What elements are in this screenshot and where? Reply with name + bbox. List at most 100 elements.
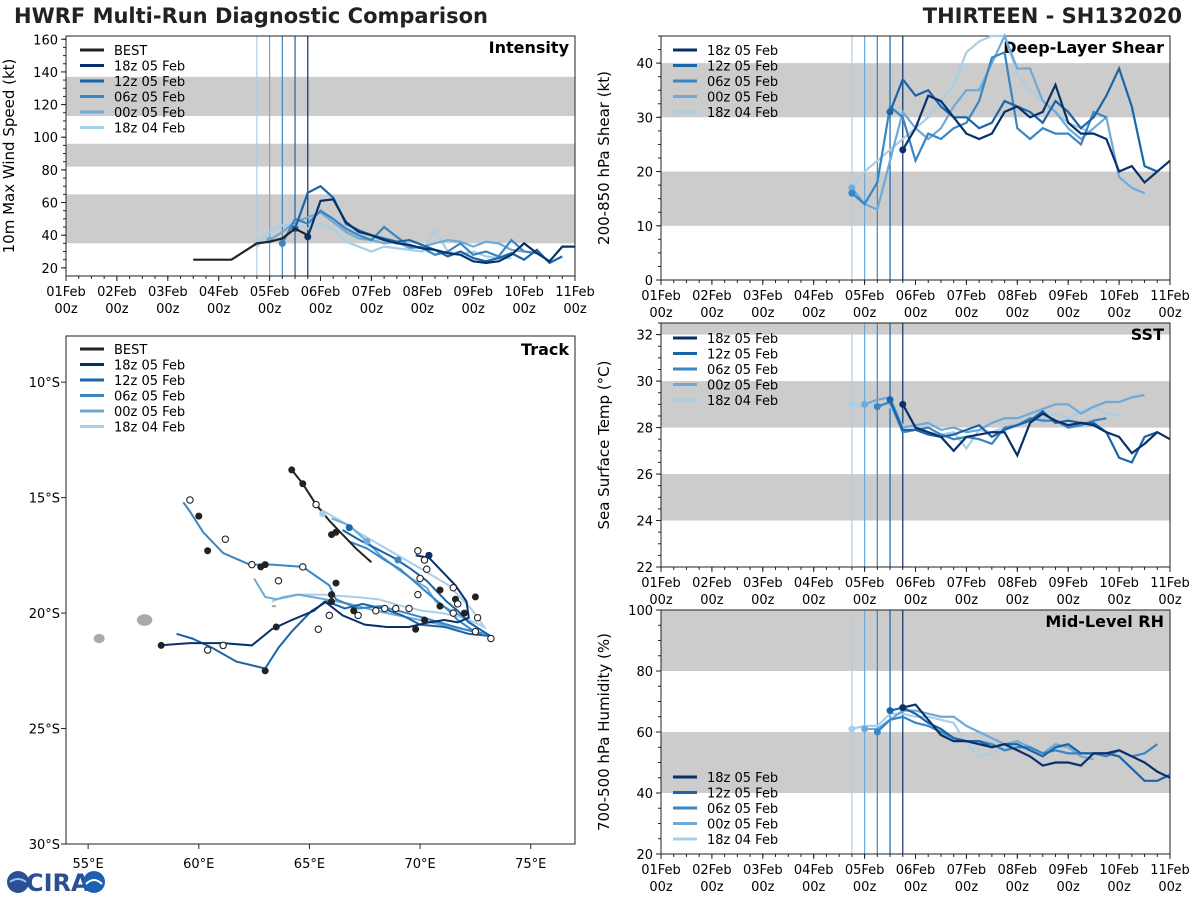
track-xtick-label: 70°E (404, 857, 435, 872)
rh-ytick-label: 80 (636, 665, 653, 680)
shear-ytick-label: 10 (636, 220, 653, 235)
intensity-legend-label: BEST (114, 44, 147, 59)
intensity-xtick-label: 08Feb (403, 285, 443, 300)
rh-xtick-hour: 00z (853, 880, 877, 895)
intensity-xtick-label: 06Feb (301, 285, 341, 300)
sst-xtick-label: 07Feb (947, 576, 987, 591)
track-marker-12z (453, 600, 462, 608)
intensity-xtick-hour: 00z (411, 302, 435, 317)
shear-xtick-label: 08Feb (998, 289, 1038, 304)
sst-xtick-hour: 00z (853, 593, 877, 608)
rh-ytick-label: 40 (636, 787, 653, 802)
shear-title: Deep-Layer Shear (1003, 38, 1164, 57)
rh-panel: 20 40 60 80 100 01Feb 00z 02Feb 00z 03Feb 00z 04Feb… (595, 604, 1190, 895)
sst-init-point (848, 400, 856, 408)
shear-xtick-label: 03Feb (743, 289, 783, 304)
rh-xtick-hour: 00z (1006, 880, 1030, 895)
rh-xtick-hour: 00z (802, 880, 826, 895)
track-marker-12z (422, 565, 431, 573)
track-xtick-label: 65°E (294, 857, 325, 872)
track-marker-12z (274, 577, 283, 585)
sst-legend-label: 12z 05 Feb (707, 348, 778, 363)
intensity-band (66, 143, 575, 167)
shear-init-point (886, 108, 894, 116)
shear-init-point (848, 184, 856, 192)
intensity-series-line (306, 198, 575, 265)
sst-xtick-label: 08Feb (998, 576, 1038, 591)
shear-legend-label: 12z 05 Feb (707, 60, 778, 75)
sst-ytick-label: 28 (636, 422, 653, 437)
track-marker-00z (328, 591, 336, 599)
track-marker-12z (449, 583, 458, 592)
shear-band (661, 171, 1170, 226)
intensity-xtick-hour: 00z (309, 302, 333, 317)
track-init-marker (394, 556, 402, 564)
intensity-ytick-label: 60 (41, 197, 58, 212)
intensity-ytick-label: 80 (41, 164, 58, 179)
track-marker-12z (449, 609, 458, 617)
rh-legend-label: 06z 05 Feb (707, 802, 778, 817)
shear-xtick-label: 07Feb (947, 289, 987, 304)
track-marker-00z (436, 602, 444, 610)
cira-logo: CIRA (7, 869, 105, 897)
intensity-title: Intensity (489, 38, 570, 57)
track-legend-label: 12z 05 Feb (114, 374, 185, 389)
shear-xtick-label: 09Feb (1048, 289, 1088, 304)
track-island (136, 614, 153, 626)
intensity-legend-label: 18z 04 Feb (114, 122, 185, 137)
shear-xtick-hour: 00z (853, 306, 877, 321)
sst-series-line (901, 403, 1171, 459)
intensity-xtick-hour: 00z (156, 302, 180, 317)
shear-ytick-label: 20 (636, 166, 653, 181)
shear-legend-label: 00z 05 Feb (707, 91, 778, 106)
intensity-ylabel: 10m Max Wind Speed (kt) (0, 59, 18, 254)
sst-legend-label: 18z 05 Feb (707, 332, 778, 347)
track-marker-12z (325, 611, 334, 620)
rh-init-point (899, 704, 907, 712)
sst-xtick-label: 03Feb (743, 576, 783, 591)
rh-legend-label: 18z 04 Feb (707, 833, 778, 848)
rh-ylabel: 700-500 hPa Humidity (%) (595, 633, 613, 831)
intensity-xtick-hour: 00z (207, 302, 231, 317)
rh-init-point (848, 725, 856, 733)
rh-legend-label: 18z 05 Feb (707, 771, 778, 786)
shear-xtick-label: 02Feb (692, 289, 732, 304)
track-legend-label: BEST (114, 343, 147, 358)
sst-xtick-hour: 00z (649, 593, 673, 608)
sst-ytick-label: 22 (636, 561, 653, 576)
track-marker-12z (414, 590, 422, 599)
rh-xtick-label: 03Feb (743, 863, 783, 878)
sst-xtick-hour: 00z (700, 593, 724, 608)
rh-band (661, 610, 1170, 671)
intensity-xtick-hour: 00z (360, 302, 384, 317)
intensity-xtick-hour: 00z (462, 302, 486, 317)
track-island (93, 633, 105, 644)
track-ytick-label: 15°S (29, 492, 60, 507)
shear-xtick-label: 10Feb (1099, 289, 1139, 304)
rh-xtick-label: 04Feb (794, 863, 834, 878)
intensity-legend-label: 12z 05 Feb (114, 75, 185, 90)
track-xtick-label: 60°E (183, 857, 214, 872)
rh-xtick-label: 05Feb (845, 863, 885, 878)
rh-legend-label: 00z 05 Feb (707, 818, 778, 833)
rh-xtick-hour: 00z (700, 880, 724, 895)
intensity-xtick-label: 05Feb (250, 285, 290, 300)
sst-xtick-label: 04Feb (794, 576, 834, 591)
sst-band (661, 323, 1170, 335)
intensity-ytick-label: 100 (33, 131, 58, 146)
track-ytick-label: 30°S (29, 838, 60, 853)
shear-ytick-label: 30 (636, 111, 653, 126)
rh-xtick-hour: 00z (1107, 880, 1131, 895)
rh-xtick-label: 09Feb (1048, 863, 1088, 878)
sst-init-point (873, 403, 881, 411)
sst-xtick-hour: 00z (802, 593, 826, 608)
track-series-line (253, 517, 488, 635)
sst-xtick-label: 09Feb (1048, 576, 1088, 591)
sst-xtick-hour: 00z (904, 593, 928, 608)
track-marker-12z (380, 604, 389, 613)
sst-legend-label: 00z 05 Feb (707, 379, 778, 394)
track-marker-12z (471, 627, 480, 636)
intensity-xtick-hour: 00z (563, 302, 587, 317)
figure-title: HWRF Multi-Run Diagnostic Comparison (14, 4, 489, 28)
track-marker-12z (354, 611, 362, 620)
